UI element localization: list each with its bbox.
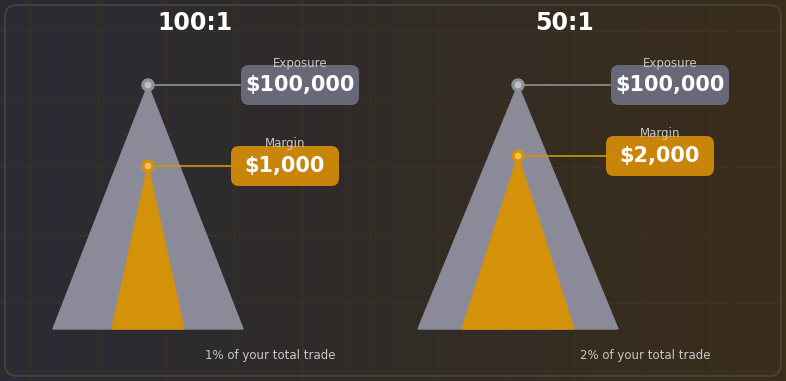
FancyBboxPatch shape	[606, 136, 714, 176]
Text: 2% of your total trade: 2% of your total trade	[580, 349, 711, 362]
Text: Margin: Margin	[640, 128, 680, 141]
Text: 50:1: 50:1	[535, 11, 594, 35]
Text: 1% of your total trade: 1% of your total trade	[204, 349, 336, 362]
Circle shape	[142, 160, 154, 172]
Text: Exposure: Exposure	[273, 56, 327, 69]
Circle shape	[145, 163, 151, 169]
FancyBboxPatch shape	[231, 146, 339, 186]
Text: $2,000: $2,000	[620, 146, 700, 166]
Text: Margin: Margin	[265, 138, 305, 150]
Polygon shape	[112, 166, 184, 329]
Text: 100:1: 100:1	[157, 11, 233, 35]
Circle shape	[142, 79, 154, 91]
Text: $100,000: $100,000	[615, 75, 725, 95]
Text: $1,000: $1,000	[244, 156, 325, 176]
FancyBboxPatch shape	[241, 65, 359, 105]
Circle shape	[516, 82, 520, 88]
Text: Exposure: Exposure	[643, 56, 697, 69]
Polygon shape	[53, 85, 243, 329]
Circle shape	[145, 82, 151, 88]
Polygon shape	[462, 156, 574, 329]
Circle shape	[516, 153, 520, 159]
Polygon shape	[418, 85, 618, 329]
Circle shape	[512, 150, 524, 162]
FancyBboxPatch shape	[611, 65, 729, 105]
Text: $100,000: $100,000	[245, 75, 354, 95]
Circle shape	[512, 79, 524, 91]
